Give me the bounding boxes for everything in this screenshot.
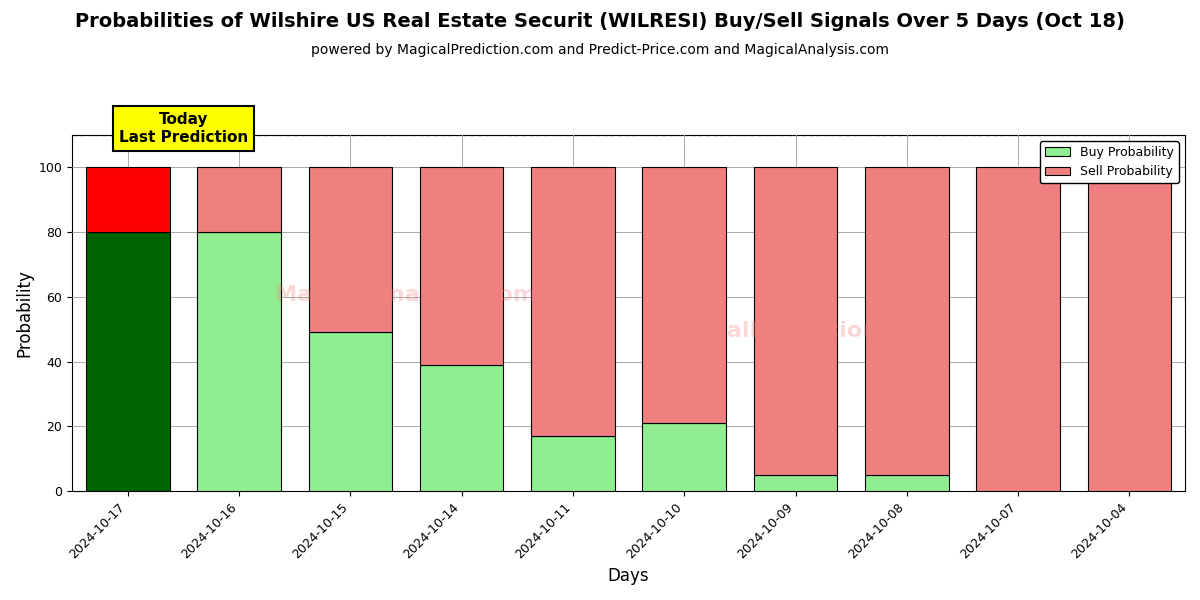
Bar — [754, 475, 838, 491]
Bar — [197, 167, 281, 232]
Bar — [86, 167, 169, 232]
Text: powered by MagicalPrediction.com and Predict-Price.com and MagicalAnalysis.com: powered by MagicalPrediction.com and Pre… — [311, 43, 889, 57]
Bar — [865, 167, 948, 475]
Bar — [977, 167, 1060, 491]
Bar — [532, 167, 614, 436]
Bar — [532, 436, 614, 491]
Bar — [1087, 167, 1171, 491]
Bar — [754, 167, 838, 475]
Bar — [420, 365, 503, 491]
Bar — [642, 423, 726, 491]
Bar — [308, 332, 392, 491]
Text: MagicalAnalysis.com: MagicalAnalysis.com — [276, 285, 536, 305]
Bar — [642, 167, 726, 423]
Bar — [86, 232, 169, 491]
Text: Today
Last Prediction: Today Last Prediction — [119, 112, 248, 145]
Text: Probabilities of Wilshire US Real Estate Securit (WILRESI) Buy/Sell Signals Over: Probabilities of Wilshire US Real Estate… — [76, 12, 1124, 31]
Bar — [308, 167, 392, 332]
Bar — [197, 232, 281, 491]
Bar — [865, 475, 948, 491]
Legend: Buy Probability, Sell Probability: Buy Probability, Sell Probability — [1040, 141, 1178, 184]
X-axis label: Days: Days — [607, 567, 649, 585]
Text: MagicalPrediction.com: MagicalPrediction.com — [653, 321, 938, 341]
Y-axis label: Probability: Probability — [16, 269, 34, 357]
Bar — [420, 167, 503, 365]
